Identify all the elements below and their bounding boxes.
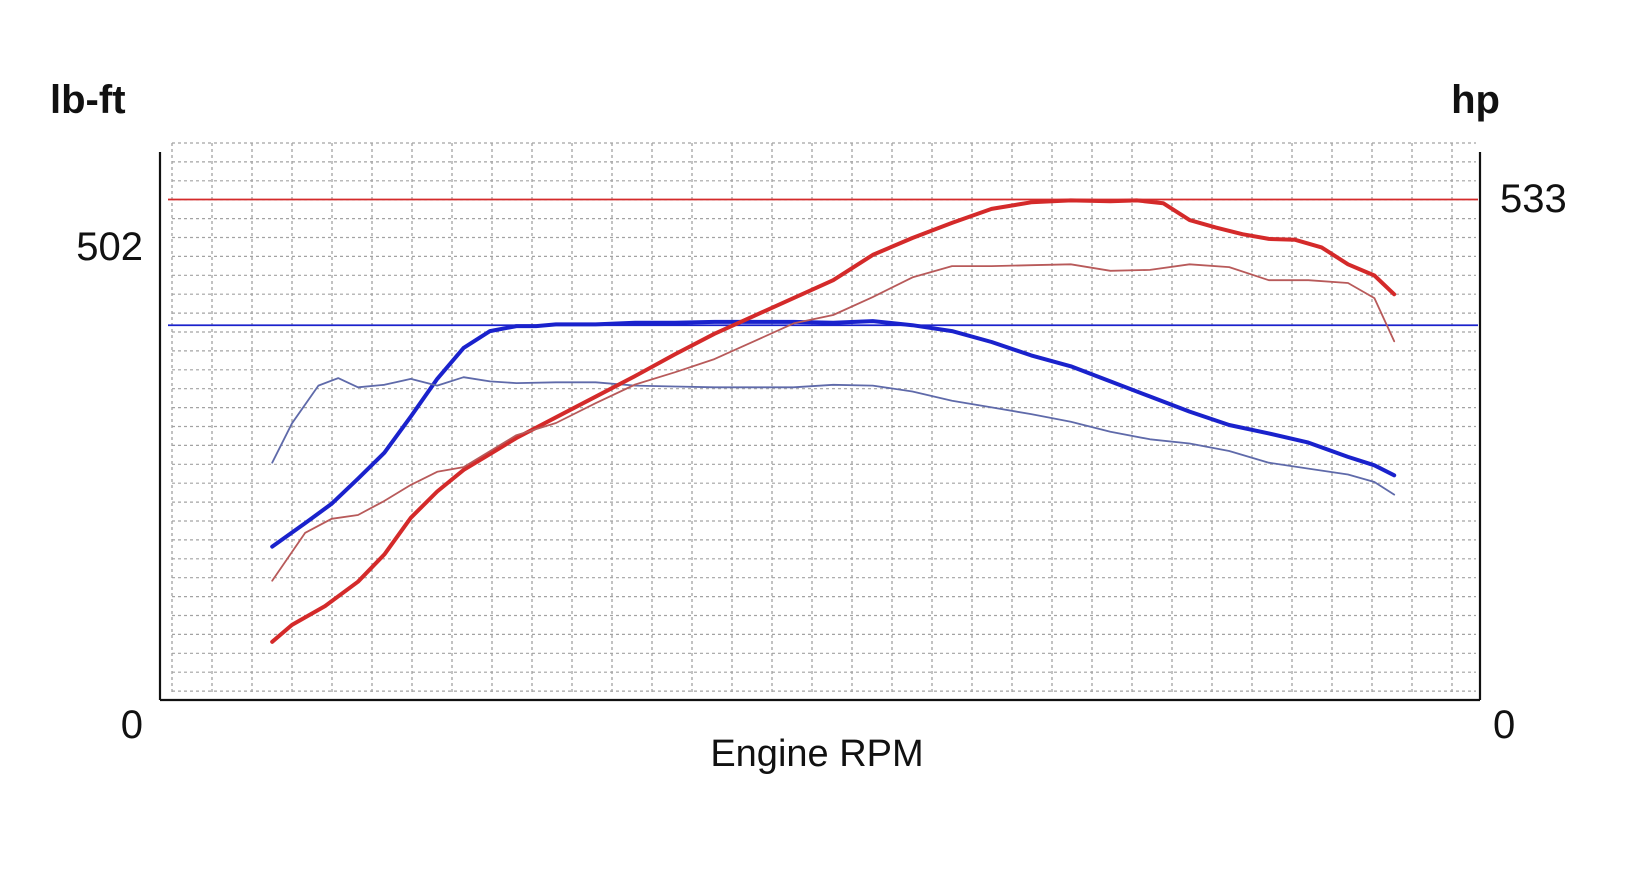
right-tick-label: 0 bbox=[1493, 703, 1516, 747]
series-group bbox=[270, 198, 1397, 644]
left-axis-unit: lb-ft bbox=[50, 78, 126, 122]
left-tick-label: 0 bbox=[120, 703, 143, 747]
series-line-right-bold-2 bbox=[270, 198, 1397, 644]
right-tick-label: 533 bbox=[1500, 177, 1567, 222]
series-line-left-thin-1 bbox=[271, 376, 1396, 496]
left-tick-label: 502 bbox=[76, 225, 143, 270]
reference-lines bbox=[168, 198, 1478, 327]
axes bbox=[158, 152, 1482, 702]
x-axis-label: Engine RPM bbox=[0, 735, 1640, 773]
x-axis-label-text: Engine RPM bbox=[710, 733, 924, 775]
series-line-right-thin-3 bbox=[271, 263, 1396, 582]
series-line-left-bold-0 bbox=[270, 319, 1397, 549]
right-axis-unit: hp bbox=[1451, 78, 1500, 122]
grid bbox=[171, 142, 1476, 693]
